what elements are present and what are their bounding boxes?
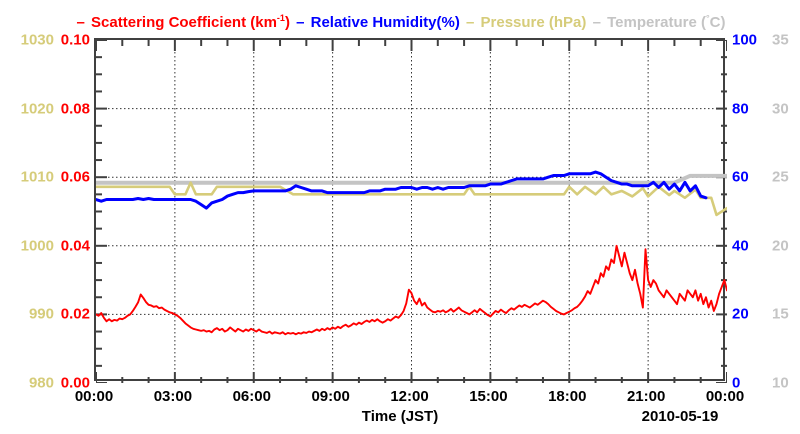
temperature-axis-labels: 35 30 25 20 15 10: [772, 32, 800, 392]
legend-label-tail-temperature: C): [709, 14, 726, 31]
legend-label-tail-scattering: ): [284, 14, 290, 31]
humidity-axis-tick: 40: [732, 237, 749, 255]
humidity-axis-tick: 100: [732, 31, 758, 49]
x-axis-tick: 06:00: [232, 388, 271, 405]
scattering-axis-labels: 0.10 0.08 0.06 0.04 0.02 0.00: [54, 32, 90, 392]
pressure-axis-tick: 980: [28, 374, 54, 392]
scattering-axis-tick: 0.06: [60, 168, 90, 186]
legend-item-temperature: – Temperature (°C): [591, 6, 726, 35]
legend-superscript-scattering: -1: [276, 13, 285, 23]
degree-icon: °: [706, 13, 710, 23]
humidity-axis-tick: 80: [732, 100, 749, 118]
pressure-axis-tick: 1030: [20, 31, 54, 49]
legend-item-humidity: – Relative Humidity(%): [294, 11, 460, 35]
scattering-axis-tick: 0.02: [60, 305, 90, 323]
legend-label-pressure: Pressure (hPa): [480, 14, 587, 31]
x-axis-title: Time (JST): [361, 408, 439, 425]
x-axis-date: 2010-05-19: [641, 408, 719, 425]
scattering-axis-tick: 0.04: [60, 237, 90, 255]
series-line-pressure: [96, 181, 727, 217]
x-axis-tick: 09:00: [311, 388, 350, 405]
pressure-axis-tick: 1020: [20, 100, 54, 118]
series-line-scattering: [96, 244, 727, 336]
pressure-axis-tick: 990: [28, 305, 54, 323]
humidity-axis-tick: 60: [732, 168, 749, 186]
x-axis-labels: 00:00 03:00 06:00 09:00 12:00 15:00 18:00 21:00…: [0, 388, 800, 408]
x-axis-tick: 18:00: [548, 388, 587, 405]
temperature-axis-tick: 25: [772, 168, 789, 186]
pressure-axis-labels: 1030 1020 1010 1000 990 980: [0, 32, 54, 392]
temperature-axis-tick: 30: [772, 100, 789, 118]
scattering-axis-tick: 0.00: [60, 374, 90, 392]
legend-label-scattering: Scattering Coefficient (km: [91, 14, 277, 31]
legend-dash-icon-pressure: –: [466, 14, 479, 31]
scattering-axis-tick: 0.10: [60, 31, 90, 49]
x-axis-tick: 21:00: [626, 388, 666, 405]
plot-area: [94, 38, 727, 383]
x-axis-tick: 00:00: [705, 388, 745, 405]
x-axis-tick: 00:00: [74, 388, 114, 405]
legend-label-humidity: Relative Humidity(%): [310, 14, 460, 31]
legend-item-pressure: – Pressure (hPa): [464, 11, 586, 35]
x-axis-tick: 12:00: [390, 388, 429, 405]
x-axis-tick: 03:00: [153, 388, 193, 405]
series-line-temperature: [96, 173, 727, 185]
legend-dash-icon-scattering: –: [76, 14, 90, 31]
humidity-axis-tick: 20: [732, 305, 749, 323]
legend-dash-icon-temperature: –: [592, 14, 606, 31]
temperature-axis-tick: 35: [772, 31, 789, 49]
pressure-axis-tick: 1000: [20, 237, 54, 255]
scattering-axis-tick: 0.08: [60, 100, 90, 118]
temperature-axis-tick: 20: [772, 237, 789, 255]
temperature-axis-tick: 15: [772, 305, 789, 323]
humidity-axis-labels: 100 80 60 40 20 0: [732, 32, 772, 392]
legend-item-scattering: – Scattering Coefficient (km-1): [75, 6, 290, 35]
series-line-humidity: [96, 170, 708, 210]
chart-legend: – Scattering Coefficient (km-1) – Relati…: [0, 6, 800, 31]
temperature-axis-tick: 10: [772, 374, 789, 392]
legend-dash-icon-humidity: –: [296, 14, 309, 31]
humidity-axis-tick: 0: [732, 374, 741, 392]
x-axis-tick: 15:00: [469, 388, 508, 405]
pressure-axis-tick: 1010: [20, 168, 54, 186]
legend-label-temperature: Temperature (: [607, 14, 707, 31]
plot-canvas: [96, 40, 727, 383]
